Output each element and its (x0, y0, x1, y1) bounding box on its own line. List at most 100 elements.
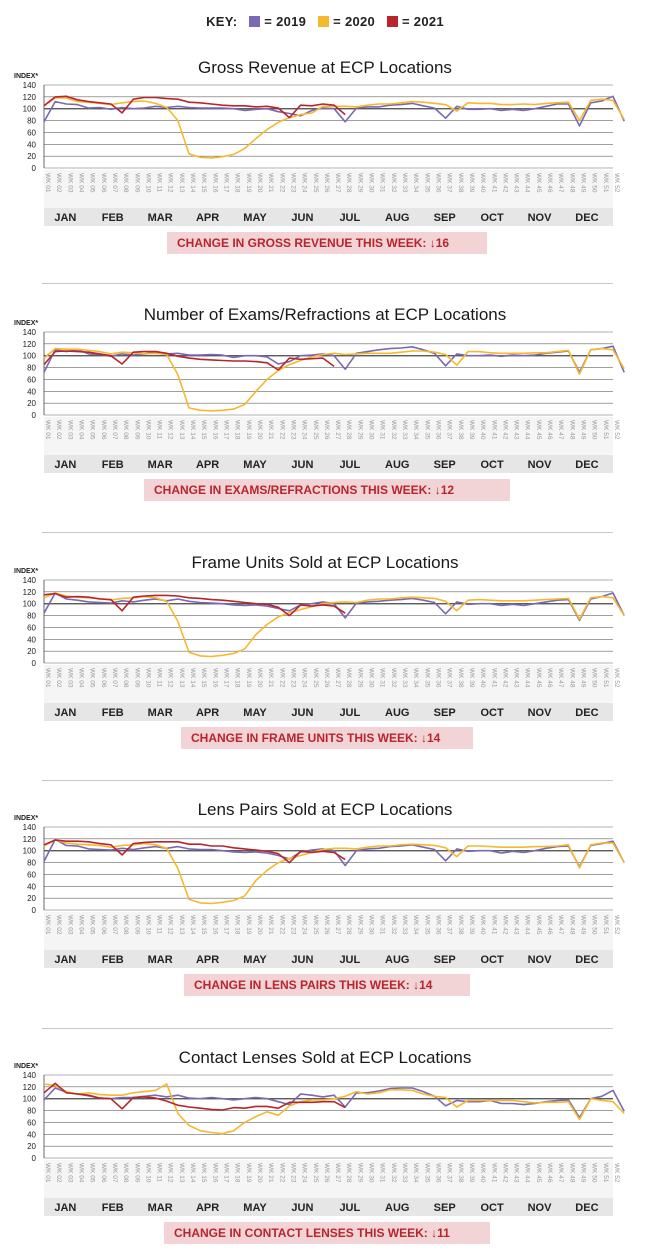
y-tick-label: 40 (27, 635, 36, 644)
week-tick-label: WK 10 (144, 420, 151, 440)
week-tick-label: WK 14 (189, 668, 196, 688)
week-tick-label: WK 37 (446, 420, 453, 440)
y-tick-label: 20 (27, 647, 36, 656)
month-label: SEP (434, 1202, 456, 1214)
week-tick-label: WK 28 (345, 420, 352, 440)
section-divider (42, 1028, 613, 1029)
y-tick-label: 40 (27, 140, 36, 149)
month-band (44, 208, 613, 226)
line-chart: INDEX* 0 20 40 60 80 100 120 140 WK 01 WK 02 WK 03 W… (14, 1063, 625, 1216)
month-label: JUL (339, 212, 360, 224)
month-label: DEC (575, 1202, 598, 1214)
week-tick-label: WK 04 (77, 915, 84, 935)
week-tick-label: WK 47 (557, 173, 564, 193)
week-tick-label: WK 15 (200, 173, 207, 193)
legend-label: KEY: (206, 14, 238, 29)
month-label: FEB (102, 1202, 124, 1214)
month-label: NOV (528, 212, 553, 224)
section-divider (42, 283, 613, 284)
week-tick-label: WK 48 (568, 173, 575, 193)
week-tick-label: WK 22 (278, 668, 285, 688)
series-line-2019 (43, 95, 625, 127)
week-tick-label: WK 13 (178, 915, 185, 935)
week-tick-label: WK 18 (234, 1163, 241, 1183)
y-tick-label: 40 (27, 387, 36, 396)
week-tick-label: WK 19 (245, 173, 252, 193)
change-badge: CHANGE IN LENS PAIRS THIS WEEK: ↓14 (184, 974, 470, 996)
week-tick-label: WK 16 (211, 668, 218, 688)
month-label: DEC (575, 707, 598, 719)
week-label-band (44, 417, 613, 455)
week-tick-label: WK 20 (256, 420, 263, 440)
month-band (44, 455, 613, 473)
legend-swatch-2020 (318, 16, 330, 27)
month-band (44, 1198, 613, 1216)
week-tick-label: WK 26 (323, 173, 330, 193)
change-label: CHANGE IN LENS PAIRS THIS WEEK: (194, 978, 414, 992)
week-tick-label: WK 08 (122, 1163, 129, 1183)
week-tick-label: WK 29 (356, 915, 363, 935)
week-tick-label: WK 06 (100, 915, 107, 935)
month-label: JAN (54, 707, 76, 719)
chart-title: Gross Revenue at ECP Locations (198, 58, 452, 77)
week-tick-label: WK 49 (580, 173, 587, 193)
week-tick-label: WK 02 (55, 173, 62, 193)
week-tick-label: WK 41 (490, 173, 497, 193)
week-tick-label: WK 35 (423, 915, 430, 935)
week-tick-label: WK 26 (323, 420, 330, 440)
week-tick-label: WK 13 (178, 173, 185, 193)
week-tick-label: WK 24 (301, 420, 308, 440)
week-tick-label: WK 17 (223, 1163, 230, 1183)
week-tick-label: WK 39 (468, 668, 475, 688)
week-tick-label: WK 40 (479, 1163, 486, 1183)
series-line-2020 (43, 839, 625, 905)
week-tick-label: WK 27 (334, 420, 341, 440)
y-tick-label: 20 (27, 894, 36, 903)
week-tick-label: WK 45 (535, 420, 542, 440)
week-tick-label: WK 29 (356, 1163, 363, 1183)
down-arrow-icon: ↓ (431, 1226, 438, 1240)
week-tick-label: WK 38 (457, 173, 464, 193)
week-label-band (44, 1160, 613, 1198)
week-tick-label: WK 43 (513, 668, 520, 688)
y-tick-label: 0 (32, 1154, 37, 1163)
week-tick-label: WK 29 (356, 668, 363, 688)
y-tick-label: 40 (27, 1130, 36, 1139)
week-tick-label: WK 33 (401, 173, 408, 193)
week-tick-label: WK 36 (434, 1163, 441, 1183)
month-label: JUN (291, 707, 313, 719)
week-tick-label: WK 44 (524, 173, 531, 193)
week-tick-label: WK 36 (434, 420, 441, 440)
week-tick-label: WK 37 (446, 915, 453, 935)
series-line-2021 (43, 350, 335, 371)
week-tick-label: WK 52 (613, 1163, 620, 1183)
week-tick-label: WK 26 (323, 915, 330, 935)
week-tick-label: WK 12 (167, 915, 174, 935)
week-tick-label: WK 47 (557, 668, 564, 688)
week-tick-label: WK 51 (602, 915, 609, 935)
week-tick-label: WK 28 (345, 1163, 352, 1183)
week-tick-label: WK 36 (434, 173, 441, 193)
month-label: AUG (385, 1202, 409, 1214)
week-tick-label: WK 38 (457, 420, 464, 440)
week-tick-label: WK 46 (546, 173, 553, 193)
week-tick-label: WK 01 (44, 915, 51, 935)
y-tick-label: 100 (23, 105, 37, 114)
y-tick-label: 0 (32, 659, 37, 668)
y-tick-label: 0 (32, 411, 37, 420)
week-tick-label: WK 07 (111, 173, 118, 193)
week-tick-label: WK 38 (457, 1163, 464, 1183)
series-line-2021 (43, 95, 346, 119)
y-tick-label: 80 (27, 1107, 36, 1116)
y-tick-label: 120 (23, 340, 37, 349)
week-tick-label: WK 02 (55, 915, 62, 935)
week-tick-label: WK 27 (334, 668, 341, 688)
week-tick-label: WK 13 (178, 420, 185, 440)
week-tick-label: WK 40 (479, 915, 486, 935)
week-tick-label: WK 45 (535, 1163, 542, 1183)
week-tick-label: WK 34 (412, 668, 419, 688)
week-tick-label: WK 21 (267, 420, 274, 440)
week-tick-label: WK 50 (591, 668, 598, 688)
y-tick-label: 20 (27, 152, 36, 161)
chart-panel: Contact Lenses Sold at ECP Locations INDE… (0, 1048, 650, 1248)
